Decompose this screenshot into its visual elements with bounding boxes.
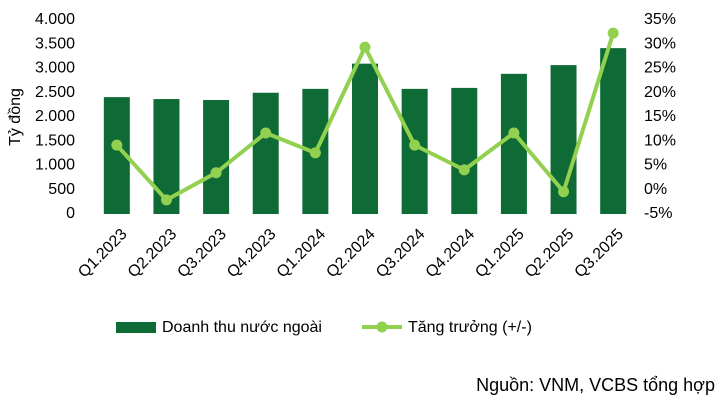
- y-tick-label: 500: [48, 181, 75, 198]
- x-tick-label: Q4.2023: [224, 226, 280, 282]
- y2-tick-label: 15%: [644, 108, 676, 125]
- legend-swatch: [116, 322, 156, 333]
- line-marker: [260, 127, 272, 139]
- x-tick-label: Q2.2023: [125, 226, 181, 282]
- bar: [252, 92, 279, 214]
- bar: [600, 48, 627, 214]
- line-marker: [558, 186, 570, 198]
- y2-tick-label: -5%: [644, 205, 672, 222]
- bar: [451, 87, 478, 214]
- y-tick-label: 3.000: [35, 60, 75, 77]
- y2-tick-label: 10%: [644, 132, 676, 149]
- x-tick-label: Q3.2023: [174, 226, 230, 282]
- y2-tick-label: 35%: [644, 11, 676, 28]
- y-tick-label: 4.000: [35, 11, 75, 28]
- y-tick-label: 1.500: [35, 132, 75, 149]
- x-tick-label: Q3.2024: [373, 226, 429, 282]
- bar: [352, 63, 378, 215]
- y-tick-label: 0: [66, 205, 75, 222]
- x-tick-label: Q4.2024: [423, 226, 479, 282]
- line-marker: [409, 139, 421, 151]
- y-tick-label: 1.000: [35, 157, 75, 174]
- line-marker: [508, 127, 520, 139]
- bar: [203, 100, 230, 214]
- x-tick-label: Q2.2025: [522, 226, 578, 282]
- y2-tick-label: 20%: [644, 84, 676, 101]
- line-marker: [309, 147, 321, 159]
- line-marker: [160, 194, 172, 206]
- line-marker: [607, 27, 619, 39]
- y-tick-label: 2.000: [35, 108, 75, 125]
- x-tick-label: Q2.2024: [323, 226, 379, 282]
- line-marker: [458, 164, 470, 176]
- line-marker: [111, 139, 123, 151]
- y2-tick-label: 25%: [644, 60, 676, 77]
- legend-label: Doanh thu nước ngoài: [162, 319, 322, 336]
- x-tick-label: Q1.2024: [274, 226, 330, 282]
- source: Nguồn: VNM, VCBS tổng hợp: [476, 375, 715, 395]
- x-tick-label: Q1.2023: [75, 226, 131, 282]
- legend-swatch: [376, 321, 388, 333]
- legend-label: Tăng trưởng (+/-): [408, 319, 532, 336]
- y-tick-label: 2.500: [35, 84, 75, 101]
- y2-tick-label: 0%: [644, 181, 667, 198]
- y-tick-label: 3.500: [35, 35, 75, 52]
- line-marker: [210, 167, 222, 179]
- y-axis-title: Tỷ đồng: [7, 88, 24, 146]
- x-tick-label: Q3.2025: [572, 226, 628, 282]
- y2-tick-label: 30%: [644, 35, 676, 52]
- line-marker: [359, 41, 371, 53]
- y2-tick-label: 5%: [644, 157, 667, 174]
- x-tick-label: Q1.2025: [472, 226, 528, 282]
